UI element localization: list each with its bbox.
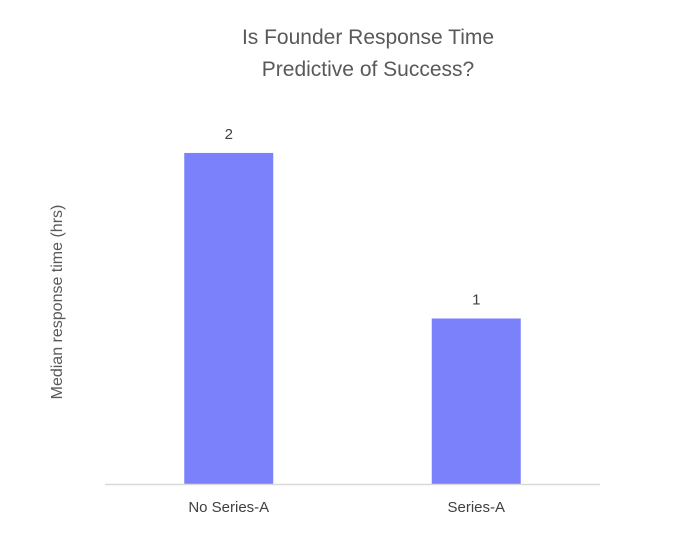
- chart-title-line-1: Is Founder Response Time: [242, 26, 494, 49]
- y-axis-title: Median response time (hrs): [49, 205, 66, 400]
- bar-1: [431, 318, 521, 484]
- data-labels: 21: [225, 126, 481, 309]
- bar-0: [184, 152, 274, 485]
- chart-title-line-2: Predictive of Success?: [262, 58, 474, 81]
- x-tick-labels: No Series-A Series-A: [188, 499, 505, 516]
- data-label-0: 2: [225, 126, 233, 143]
- data-label-1: 1: [472, 291, 480, 308]
- x-tick-label-1: Series-A: [447, 499, 505, 516]
- x-tick-label-0: No Series-A: [188, 499, 269, 516]
- bars-group: [184, 152, 521, 485]
